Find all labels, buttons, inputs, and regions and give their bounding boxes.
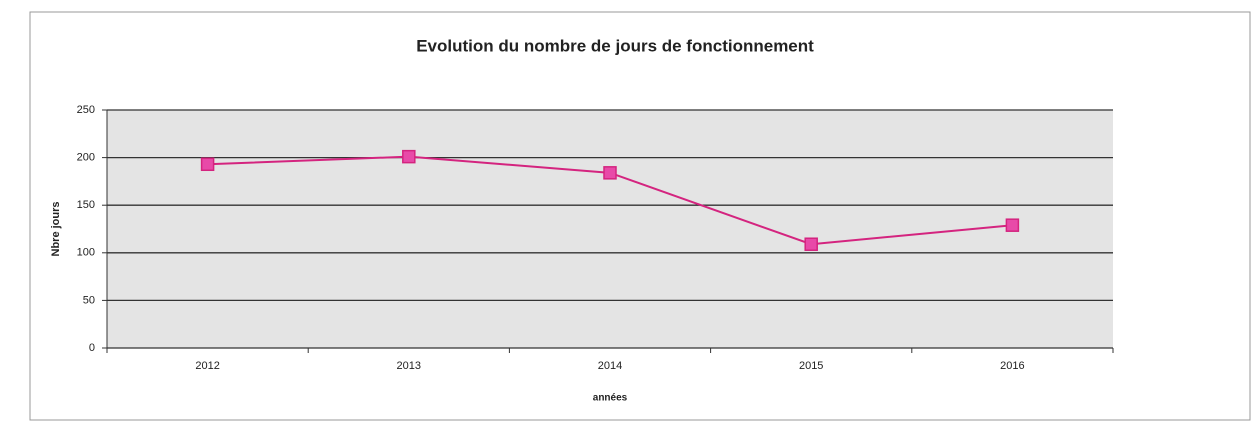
y-tick-label: 0 bbox=[89, 342, 95, 354]
x-tick-label: 2016 bbox=[1000, 360, 1024, 372]
marker bbox=[804, 237, 818, 251]
x-tick-label: 2012 bbox=[195, 360, 219, 372]
marker bbox=[402, 149, 416, 164]
chart-frame bbox=[29, 11, 1251, 421]
marker bbox=[1005, 218, 1020, 232]
y-tick-label: 150 bbox=[77, 199, 95, 211]
y-tick-label: 50 bbox=[83, 294, 95, 306]
x-axis-label: années bbox=[593, 393, 628, 404]
marker bbox=[603, 166, 617, 180]
y-tick-label: 250 bbox=[77, 104, 95, 116]
marker bbox=[200, 157, 215, 172]
chart-title: Evolution du nombre de jours de fonction… bbox=[416, 36, 814, 55]
x-tick-label: 2014 bbox=[598, 360, 622, 372]
y-tick-label: 100 bbox=[77, 247, 95, 259]
y-axis-label: Nbre jours bbox=[50, 201, 62, 256]
x-tick-label: 2013 bbox=[397, 360, 421, 372]
plot-area bbox=[107, 110, 1113, 348]
x-tick-label: 2015 bbox=[799, 360, 823, 372]
y-tick-label: 200 bbox=[77, 152, 95, 164]
